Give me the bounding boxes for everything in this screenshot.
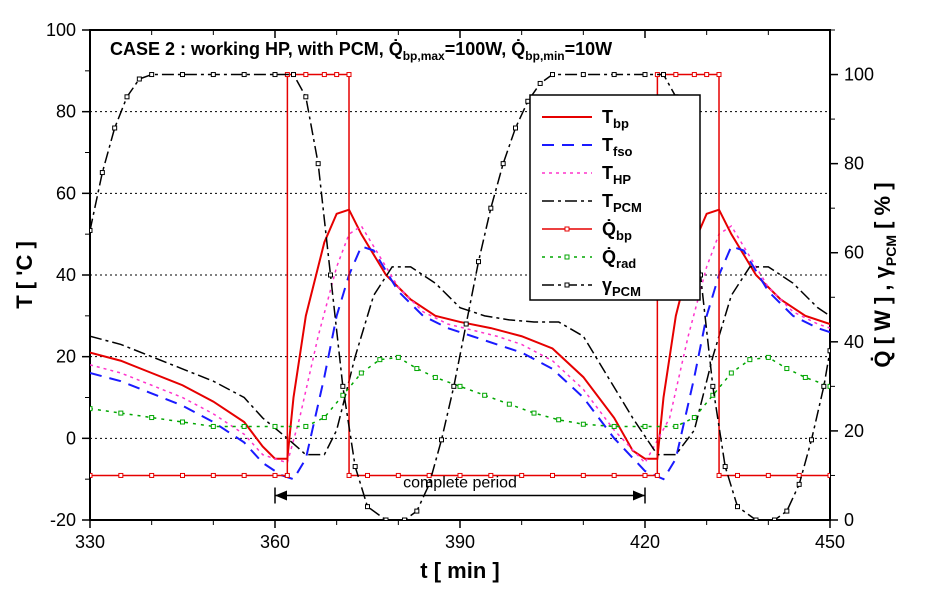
svg-text:450: 450 — [815, 532, 845, 552]
svg-text:20: 20 — [56, 347, 76, 367]
svg-text:20: 20 — [844, 421, 864, 441]
svg-text:100: 100 — [844, 65, 874, 85]
svg-text:330: 330 — [75, 532, 105, 552]
chart-container: 330 360 390 420 450 -20 0 20 40 60 80 100 0 20 40 60 80 1… — [0, 0, 928, 601]
svg-text:390: 390 — [445, 532, 475, 552]
svg-text:-20: -20 — [50, 510, 76, 530]
svg-text:60: 60 — [844, 243, 864, 263]
svg-text:0: 0 — [66, 428, 76, 448]
svg-text:40: 40 — [844, 332, 864, 352]
svg-text:40: 40 — [56, 265, 76, 285]
svg-text:Q̇ [ W ] , γPCM [ % ]: Q̇ [ W ] , γPCM [ % ] — [870, 182, 899, 367]
svg-text:80: 80 — [844, 154, 864, 174]
svg-text:420: 420 — [630, 532, 660, 552]
svg-text:60: 60 — [56, 183, 76, 203]
svg-text:0: 0 — [844, 510, 854, 530]
svg-text:360: 360 — [260, 532, 290, 552]
chart-svg: 330 360 390 420 450 -20 0 20 40 60 80 100 0 20 40 60 80 1… — [0, 0, 928, 601]
svg-text:t [ min ]: t [ min ] — [420, 558, 499, 583]
svg-text:T [ 'C ]: T [ 'C ] — [12, 241, 37, 309]
svg-text:80: 80 — [56, 102, 76, 122]
svg-text:100: 100 — [46, 20, 76, 40]
svg-text:complete period: complete period — [403, 475, 517, 492]
